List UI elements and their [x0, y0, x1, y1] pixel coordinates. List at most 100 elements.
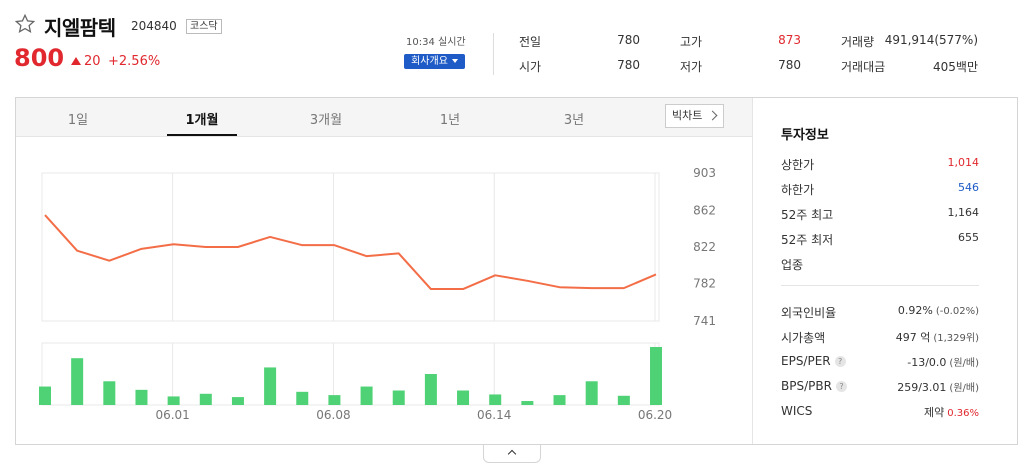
quote-label: 거래량: [841, 35, 875, 49]
info-value: 0.92% (-0.02%): [839, 304, 979, 317]
collapse-toggle[interactable]: [483, 445, 541, 463]
price-change: 20: [84, 54, 101, 69]
realtime-time: 10:34 실시간: [406, 37, 466, 48]
info-label: 외국인비율: [781, 304, 836, 321]
info-label: 업종: [781, 258, 804, 272]
info-label-text: 시가총액: [781, 331, 826, 345]
volume-bar: [231, 397, 244, 405]
quote-value: 780: [778, 58, 801, 72]
chevron-right-icon: [707, 110, 718, 121]
volume-bar: [199, 393, 212, 405]
volume-bar: [135, 389, 148, 405]
volume-bar: [617, 395, 630, 405]
help-icon[interactable]: ?: [835, 381, 847, 392]
info-label-text: BPS/PBR: [781, 379, 832, 393]
y-tick-label: 782: [693, 277, 716, 291]
investment-info-title: 투자정보: [781, 128, 829, 143]
volume-frame: [41, 342, 660, 406]
x-tick-label: 06.14: [477, 408, 511, 422]
volume-bar: [521, 401, 534, 405]
volume-bar: [296, 391, 309, 405]
quote-value: 405백만: [933, 60, 978, 74]
volume-bar: [424, 374, 437, 405]
big-chart-button[interactable]: 빅차트: [665, 104, 724, 128]
tab-period[interactable]: 1개월: [185, 113, 219, 128]
volume-bar: [264, 367, 277, 405]
volume-bar: [392, 390, 405, 405]
info-value-main: 제약: [923, 406, 945, 419]
company-overview-button[interactable]: 회사개요: [404, 54, 465, 69]
info-label: 52주 최저: [781, 233, 834, 247]
stock-code: 204840: [131, 19, 177, 33]
big-chart-label: 빅차트: [672, 109, 703, 122]
chevron-up-icon: [507, 449, 517, 459]
quote-value: 873: [778, 33, 801, 47]
info-value: 497 억 (1,329위): [839, 329, 979, 345]
info-value-sub: (-0.02%): [935, 306, 979, 317]
info-label: 상한가: [781, 158, 815, 172]
current-price: 800: [14, 44, 65, 72]
x-tick-label: 06.01: [155, 408, 189, 422]
info-value-main: 259/3.01: [897, 381, 947, 394]
info-label: EPS/PER?: [781, 354, 846, 368]
volume-bar: [585, 381, 598, 405]
quote-label: 전일: [519, 35, 542, 49]
divider: [752, 98, 753, 444]
period-tab-bar: [16, 98, 752, 137]
info-value: 259/3.01 (원/배): [839, 379, 979, 394]
favorite-star-icon[interactable]: [14, 13, 36, 35]
volume-bar: [71, 358, 84, 405]
info-value-main: 497 억: [895, 331, 931, 344]
active-tab-indicator: [167, 134, 237, 136]
info-value: 1,164: [947, 206, 980, 219]
volume-bar: [103, 381, 116, 405]
info-value-main: -13/0.0: [907, 356, 947, 369]
divider: [781, 285, 979, 286]
caret-down-icon: [451, 59, 458, 63]
volume-bar: [553, 395, 566, 405]
help-icon[interactable]: ?: [834, 356, 846, 367]
quote-value: 780: [617, 58, 640, 72]
stock-name: 지엘팜텍: [44, 16, 116, 40]
quote-label: 거래대금: [841, 60, 886, 74]
quote-label: 시가: [519, 60, 542, 74]
volume-bar: [457, 390, 470, 405]
volume-bar: [489, 394, 502, 405]
volume-bar: [167, 396, 180, 405]
quote-label: 저가: [680, 60, 703, 74]
volume-bar: [328, 395, 341, 405]
tab-period[interactable]: 1일: [67, 113, 89, 128]
quote-value: 491,914(577%): [884, 33, 978, 47]
price-line: [44, 214, 657, 291]
market-badge: 코스닥: [186, 19, 222, 34]
company-overview-label: 회사개요: [411, 56, 448, 67]
quote-value: 780: [617, 33, 640, 47]
tab-period[interactable]: 3년: [563, 113, 585, 128]
info-label-text: WICS: [781, 404, 813, 418]
info-value: 655: [958, 231, 979, 244]
x-tick-label: 06.08: [316, 408, 350, 422]
info-value-sub: (1,329위): [933, 333, 979, 344]
tab-period[interactable]: 1년: [439, 113, 461, 128]
y-tick-label: 741: [693, 314, 716, 328]
divider: [493, 33, 494, 75]
info-label: WICS: [781, 404, 812, 418]
chart-panel: [15, 97, 1018, 445]
up-triangle-icon: [71, 57, 81, 65]
quote-label: 고가: [680, 35, 703, 49]
tab-period[interactable]: 3개월: [309, 113, 343, 128]
info-value: 1,014: [947, 156, 980, 169]
volume-bar: [650, 347, 662, 405]
info-label: 하한가: [781, 183, 815, 197]
info-label: 52주 최고: [781, 208, 834, 222]
info-label: 시가총액: [781, 329, 825, 346]
y-tick-label: 903: [693, 166, 716, 180]
info-label: BPS/PBR?: [781, 379, 847, 393]
plot-frame: [41, 172, 660, 322]
volume-bar: [39, 386, 51, 405]
info-value: 제약 0.36%: [839, 404, 979, 420]
info-value-sub: 0.36%: [947, 408, 979, 419]
price-chart: 903 862 822 782 741 06.01 06.08 06.14 06.20: [39, 166, 716, 422]
price-change-percent: +2.56%: [108, 54, 161, 69]
y-tick-label: 822: [693, 240, 716, 254]
